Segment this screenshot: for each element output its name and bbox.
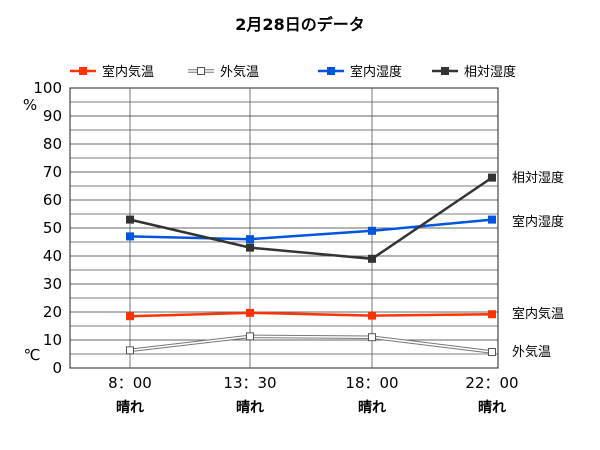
series-end-label: 室内湿度 — [512, 214, 564, 230]
y-tick-label: 30 — [43, 275, 62, 293]
series-end-label: 室内気温 — [512, 306, 564, 322]
series-line — [129, 218, 493, 241]
data-point — [368, 311, 376, 320]
data-point — [126, 312, 134, 321]
x-tick-label: 13：30 — [223, 374, 276, 392]
y-tick-label: 50 — [43, 219, 62, 237]
y-tick-label: 70 — [43, 163, 62, 181]
legend-label: 外気温 — [220, 64, 259, 80]
data-point — [368, 226, 376, 235]
y-unit-celsius: ℃ — [24, 346, 41, 364]
data-point — [126, 232, 134, 241]
x-tick-label: 22：00 — [465, 374, 518, 392]
y-axis-ticks: 0 10 20 30 40 50 60 70 80 90 100 — [33, 79, 62, 377]
data-point — [488, 215, 496, 224]
series-line — [129, 311, 493, 318]
y-tick-label: 0 — [52, 359, 62, 377]
x-axis-labels: 8：00 晴れ 13：30 晴れ 18：00 晴れ 22：00 晴れ — [108, 374, 518, 416]
legend-marker — [197, 67, 205, 75]
legend: 室内気温 外気温 室内湿度 相対湿度 — [70, 64, 516, 80]
legend-marker — [327, 67, 335, 75]
series-end-label: 外気温 — [512, 344, 551, 360]
series-line-inner — [129, 335, 493, 353]
data-point — [246, 332, 254, 341]
weather-label: 晴れ — [478, 399, 506, 416]
weather-label: 晴れ — [116, 399, 144, 416]
y-tick-label: 10 — [43, 331, 62, 349]
legend-marker — [79, 67, 87, 75]
data-point — [246, 308, 254, 317]
y-tick-label: 90 — [43, 107, 62, 125]
y-tick-label: 40 — [43, 247, 62, 265]
grid — [69, 87, 499, 369]
weather-label: 晴れ — [236, 399, 264, 416]
legend-marker — [441, 67, 449, 75]
y-tick-label: 20 — [43, 303, 62, 321]
legend-label: 室内湿度 — [350, 64, 402, 80]
x-tick-label: 18：00 — [345, 374, 398, 392]
data-point — [246, 243, 254, 252]
data-point — [246, 235, 254, 244]
data-point — [488, 310, 496, 319]
series-end-label: 相対湿度 — [512, 170, 564, 186]
chart-title: 2月28日のデータ — [235, 15, 364, 34]
data-point — [368, 254, 376, 263]
legend-label: 室内気温 — [102, 64, 154, 80]
data-point — [488, 348, 496, 357]
y-tick-label: 60 — [43, 191, 62, 209]
series-layer — [126, 173, 496, 357]
data-point — [488, 173, 496, 182]
y-tick-label: 100 — [33, 79, 62, 97]
series-line — [129, 176, 493, 261]
weather-label: 晴れ — [358, 399, 386, 416]
y-tick-label: 80 — [43, 135, 62, 153]
legend-label: 相対湿度 — [464, 64, 516, 80]
data-point — [126, 346, 134, 355]
data-point — [368, 333, 376, 342]
data-point — [126, 215, 134, 224]
x-tick-label: 8：00 — [108, 374, 152, 392]
y-unit-percent: % — [23, 96, 37, 114]
